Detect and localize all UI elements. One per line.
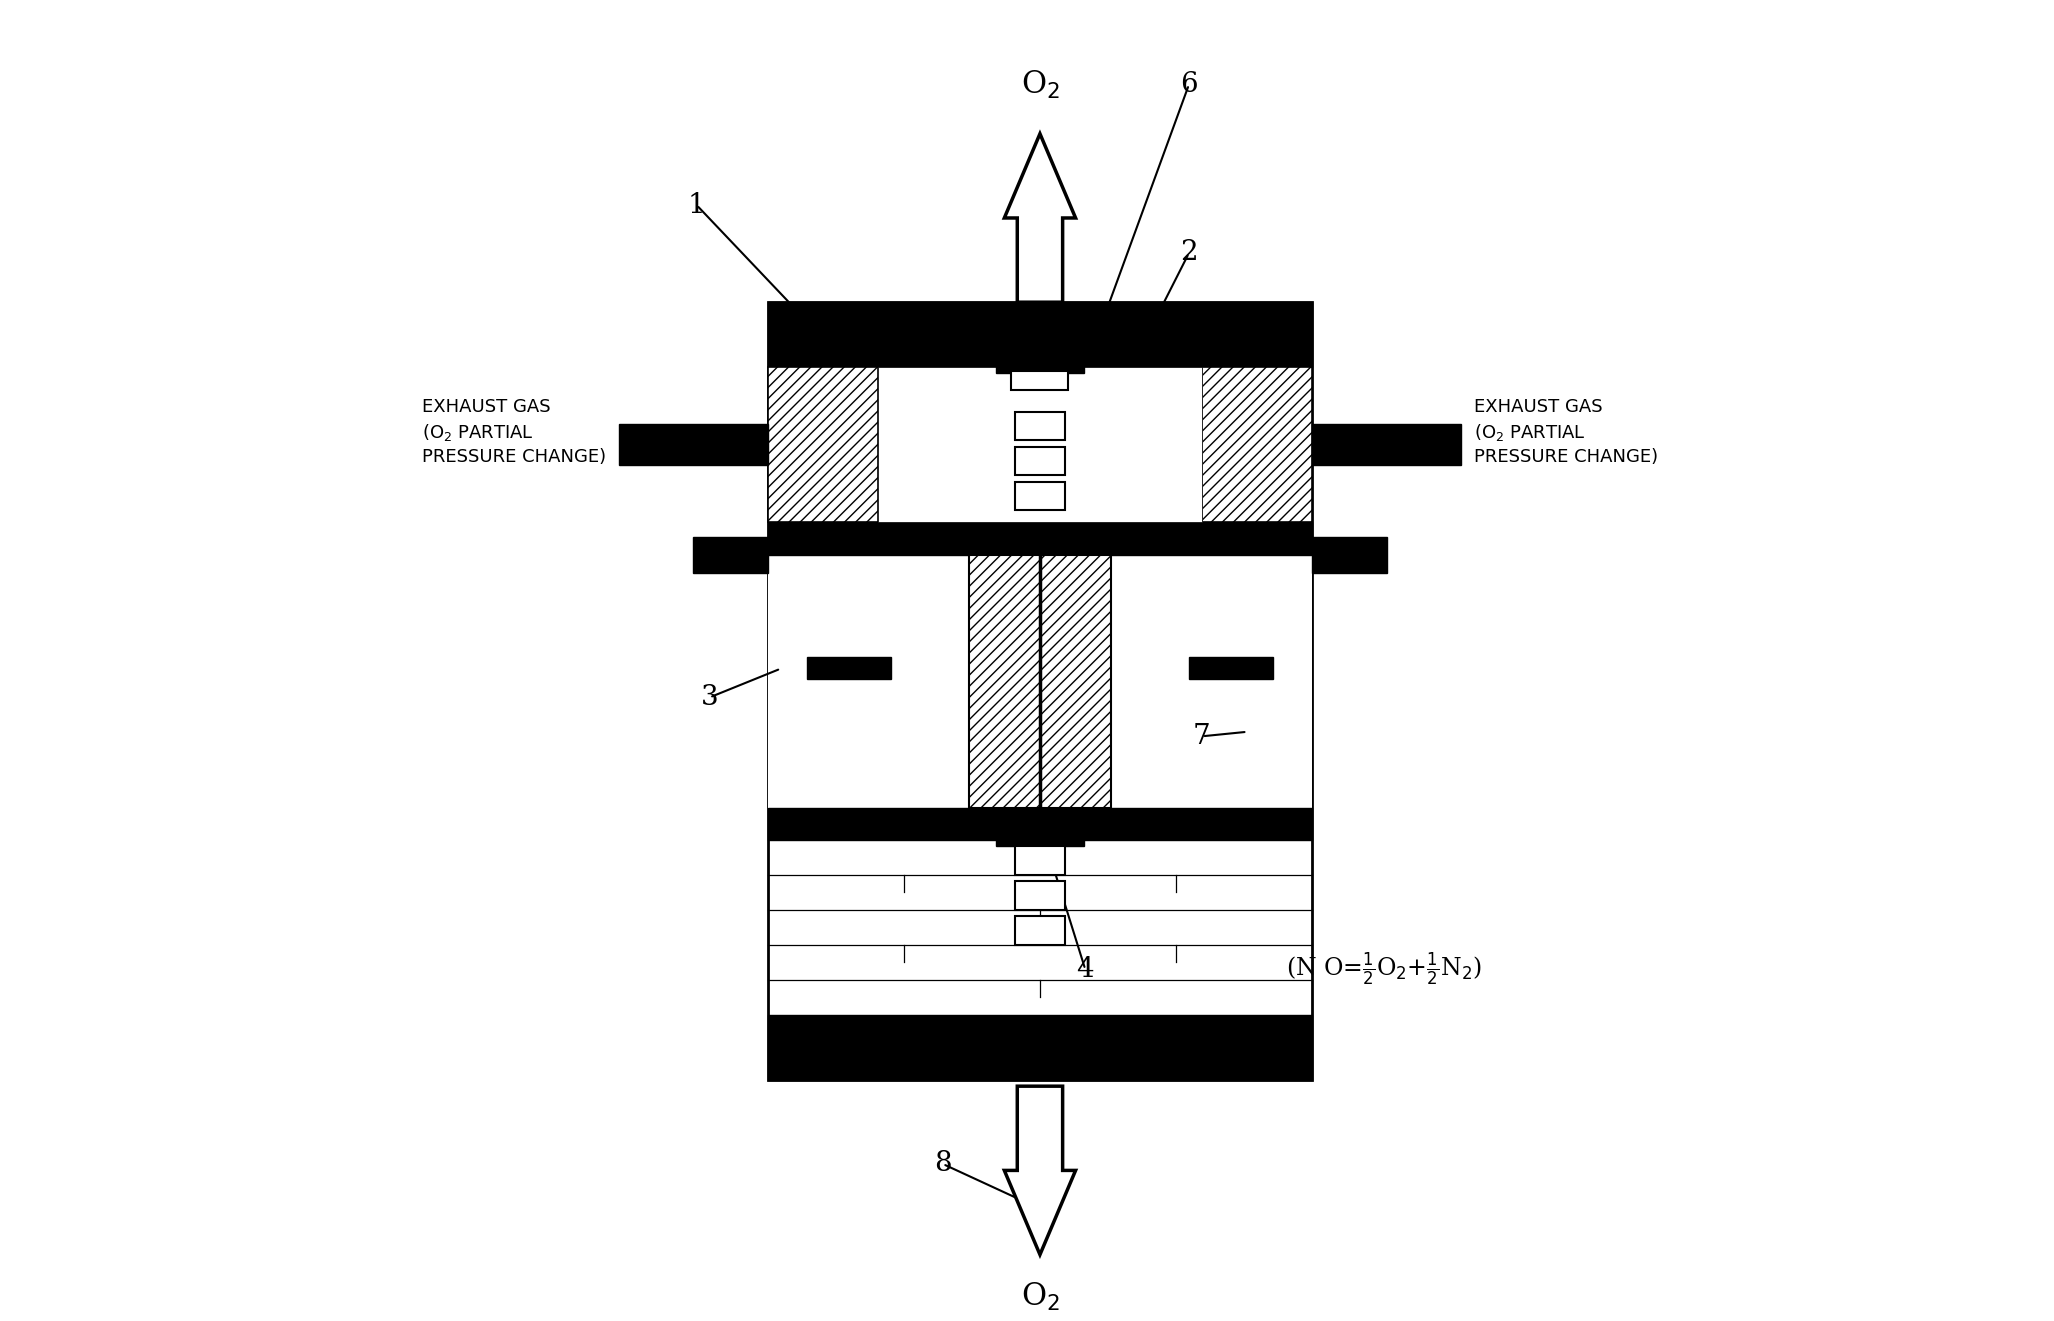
- Bar: [877, 367, 1202, 523]
- Text: 7: 7: [1193, 723, 1210, 750]
- Text: 4: 4: [1076, 956, 1095, 983]
- Bar: [768, 303, 1313, 367]
- Bar: [768, 1015, 1313, 1079]
- Bar: [1313, 424, 1460, 465]
- Bar: [1015, 412, 1064, 440]
- Text: 6: 6: [1181, 71, 1197, 98]
- Text: EXHAUST GAS
(O$_2$ PARTIAL
PRESSURE CHANGE): EXHAUST GAS (O$_2$ PARTIAL PRESSURE CHAN…: [1475, 398, 1658, 465]
- Bar: [694, 538, 768, 572]
- Text: O$_2$: O$_2$: [1021, 69, 1060, 102]
- Polygon shape: [1004, 1086, 1076, 1255]
- Bar: [996, 350, 1085, 374]
- Bar: [768, 807, 1313, 840]
- Bar: [1015, 446, 1064, 476]
- Bar: [1015, 881, 1064, 910]
- Bar: [969, 555, 1111, 807]
- Bar: [1015, 917, 1064, 945]
- Bar: [1202, 367, 1313, 523]
- Bar: [1313, 538, 1386, 572]
- Bar: [768, 303, 1313, 1079]
- Bar: [807, 658, 891, 679]
- Bar: [768, 367, 877, 523]
- Bar: [768, 523, 1313, 555]
- Text: 8: 8: [935, 1151, 951, 1177]
- Text: 3: 3: [700, 684, 719, 711]
- Text: 1: 1: [688, 192, 705, 218]
- Text: (N O=$\frac{1}{2}$O$_2$+$\frac{1}{2}$N$_2$): (N O=$\frac{1}{2}$O$_2$+$\frac{1}{2}$N$_…: [1286, 951, 1481, 988]
- Bar: [1189, 658, 1273, 679]
- Text: O$_2$: O$_2$: [1021, 1280, 1060, 1313]
- Polygon shape: [1004, 133, 1076, 303]
- Bar: [768, 555, 1313, 807]
- Bar: [996, 823, 1085, 847]
- Bar: [1011, 371, 1068, 390]
- Text: EXHAUST GAS
(O$_2$ PARTIAL
PRESSURE CHANGE): EXHAUST GAS (O$_2$ PARTIAL PRESSURE CHAN…: [421, 398, 606, 465]
- Bar: [618, 424, 768, 465]
- Text: 2: 2: [1181, 239, 1197, 267]
- Bar: [1015, 847, 1064, 875]
- Bar: [1015, 482, 1064, 510]
